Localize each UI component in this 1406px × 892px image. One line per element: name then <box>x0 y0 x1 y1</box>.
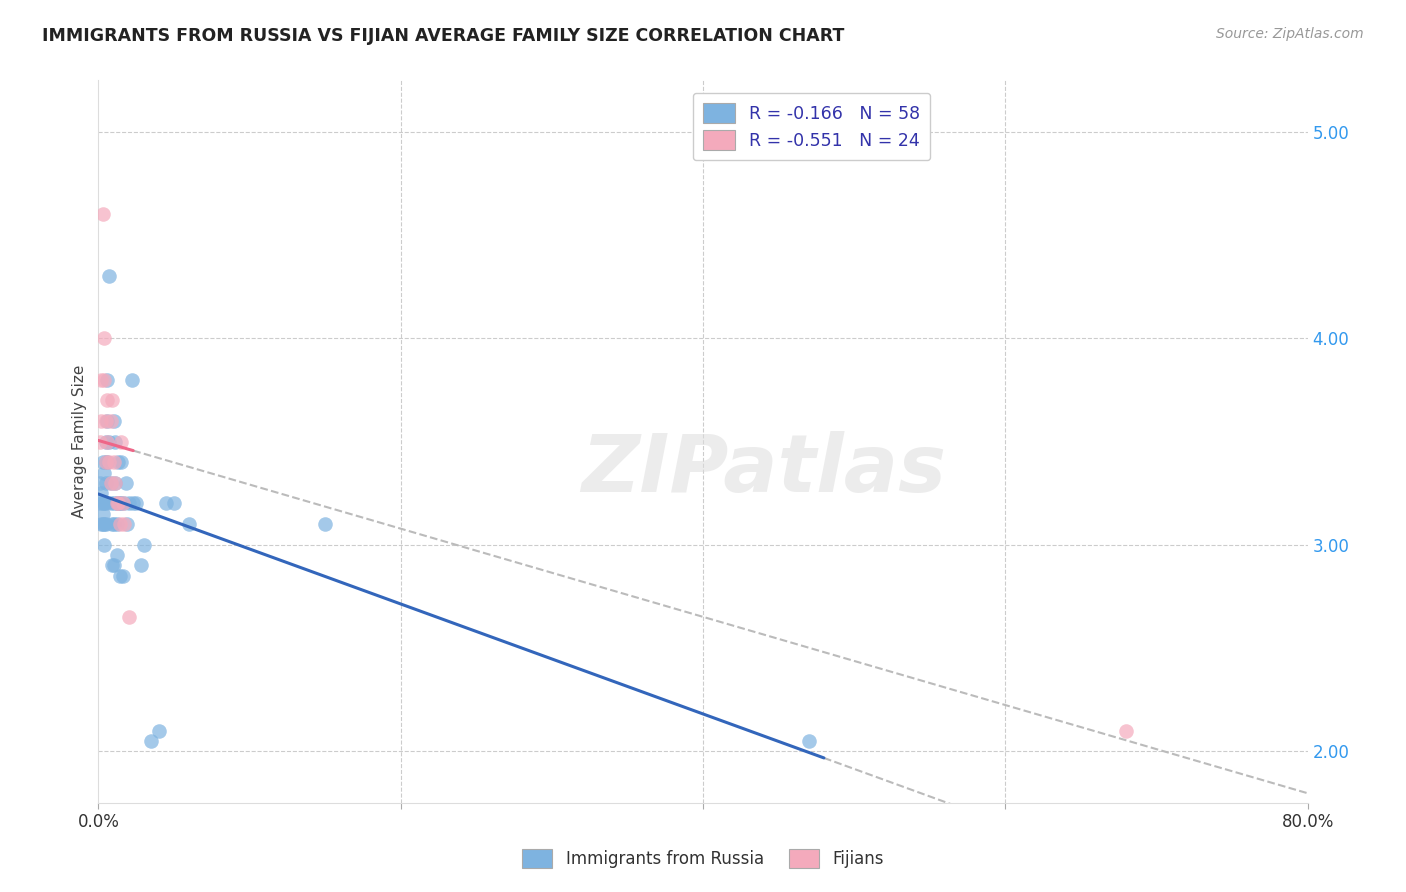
Point <box>89 434 111 449</box>
Point <box>89 496 111 510</box>
Point <box>118 610 141 624</box>
Point <box>94 455 117 469</box>
Point <box>797 734 820 748</box>
Point <box>103 558 125 573</box>
Legend: Immigrants from Russia, Fijians: Immigrants from Russia, Fijians <box>516 842 890 875</box>
Point <box>91 517 114 532</box>
Point <box>107 496 129 510</box>
Point <box>91 207 114 221</box>
Point <box>103 496 125 510</box>
Point <box>98 455 121 469</box>
Point <box>100 414 122 428</box>
Point <box>93 331 115 345</box>
Point <box>94 414 117 428</box>
Text: IMMIGRANTS FROM RUSSIA VS FIJIAN AVERAGE FAMILY SIZE CORRELATION CHART: IMMIGRANTS FROM RUSSIA VS FIJIAN AVERAGE… <box>42 27 845 45</box>
Point <box>104 475 127 490</box>
Point <box>118 496 141 510</box>
Point <box>163 496 186 510</box>
Point <box>90 517 112 532</box>
Point <box>96 393 118 408</box>
Point <box>105 496 128 510</box>
Point <box>91 507 114 521</box>
Point <box>112 517 135 532</box>
Point <box>107 496 129 510</box>
Point <box>108 496 131 510</box>
Point <box>93 373 115 387</box>
Point <box>110 455 132 469</box>
Point <box>103 455 125 469</box>
Point <box>90 486 112 500</box>
Point <box>107 455 129 469</box>
Point <box>105 496 128 510</box>
Point <box>105 517 128 532</box>
Point <box>148 723 170 738</box>
Point <box>94 475 117 490</box>
Point <box>104 475 127 490</box>
Point <box>93 466 115 480</box>
Point <box>103 414 125 428</box>
Point <box>96 455 118 469</box>
Point <box>91 496 114 510</box>
Point <box>314 517 336 532</box>
Point <box>110 496 132 510</box>
Point <box>112 496 135 510</box>
Point <box>104 434 127 449</box>
Point <box>132 538 155 552</box>
Point <box>90 373 112 387</box>
Point <box>91 455 114 469</box>
Point <box>108 568 131 582</box>
Point <box>101 393 124 408</box>
Point <box>93 538 115 552</box>
Point <box>115 517 138 532</box>
Text: ZIPatlas: ZIPatlas <box>581 432 946 509</box>
Point <box>155 496 177 510</box>
Point <box>90 414 112 428</box>
Point <box>94 434 117 449</box>
Point <box>179 517 201 532</box>
Point <box>111 496 134 510</box>
Point <box>98 434 121 449</box>
Point <box>94 517 117 532</box>
Legend: R = -0.166   N = 58, R = -0.551   N = 24: R = -0.166 N = 58, R = -0.551 N = 24 <box>693 93 931 161</box>
Point <box>111 568 134 582</box>
Point <box>100 475 122 490</box>
Text: Source: ZipAtlas.com: Source: ZipAtlas.com <box>1216 27 1364 41</box>
Point <box>100 475 122 490</box>
Point <box>100 496 122 510</box>
Point <box>96 373 118 387</box>
Point <box>94 455 117 469</box>
Y-axis label: Average Family Size: Average Family Size <box>72 365 87 518</box>
Point <box>1115 723 1137 738</box>
Point <box>105 548 128 562</box>
Point <box>110 434 132 449</box>
Point <box>93 517 115 532</box>
Point <box>96 434 118 449</box>
Point <box>96 414 118 428</box>
Point <box>101 558 124 573</box>
Point <box>121 373 143 387</box>
Point <box>101 517 124 532</box>
Point <box>94 496 117 510</box>
Point <box>103 517 125 532</box>
Point <box>93 496 115 510</box>
Point <box>141 734 163 748</box>
Point <box>122 496 145 510</box>
Point <box>114 475 136 490</box>
Point <box>108 517 131 532</box>
Point <box>98 269 121 284</box>
Point <box>125 496 148 510</box>
Point <box>129 558 152 573</box>
Point <box>89 475 111 490</box>
